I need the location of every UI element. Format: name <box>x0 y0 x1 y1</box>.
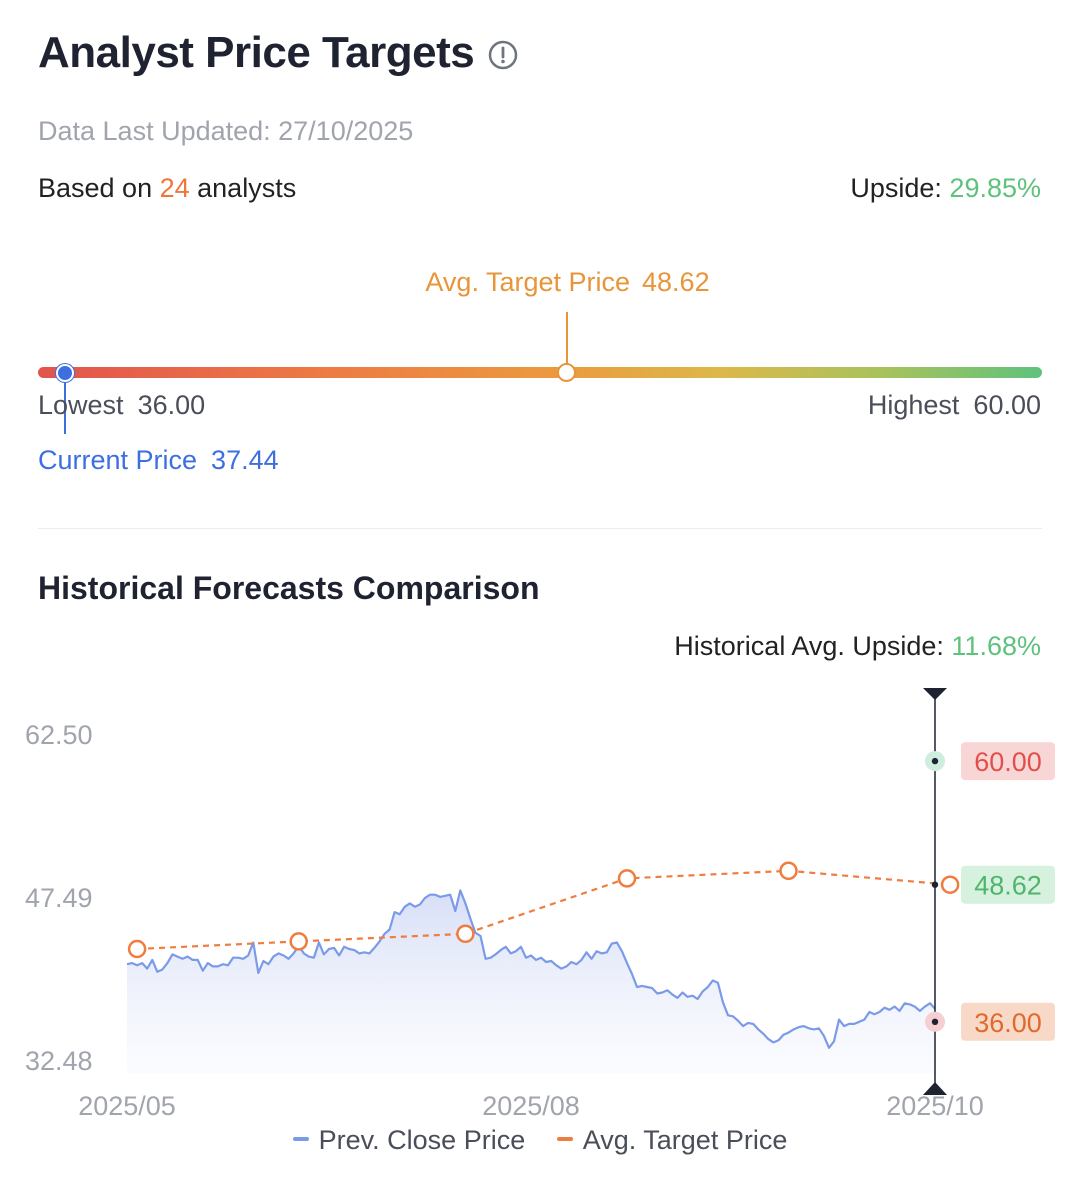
value-tags: 60.00 48.62 36.00 <box>961 742 1055 1041</box>
price-line <box>126 889 936 1049</box>
high-tag: 60.00 <box>974 747 1042 777</box>
avg-target-marker-line <box>566 312 568 370</box>
crosshair[interactable] <box>923 688 947 1095</box>
avg-target-marker <box>557 363 576 382</box>
upside-label: Upside: <box>850 173 950 203</box>
upside-text: Upside: 29.85% <box>850 173 1041 204</box>
avg-target-label: Avg. Target Price 48.62 <box>0 267 1080 298</box>
section-title: Historical Forecasts Comparison <box>38 570 540 606</box>
legend-item-target[interactable]: Avg. Target Price <box>556 1125 788 1156</box>
lowest-target: Lowest 36.00 <box>38 390 205 421</box>
current-price-marker <box>56 364 74 382</box>
lowest-label: Lowest <box>38 390 124 420</box>
target-point <box>940 875 960 894</box>
y-axis: 62.50 47.49 32.48 <box>25 720 93 1076</box>
lowest-value: 36.00 <box>137 390 206 420</box>
avg-target-text: Avg. Target Price <box>425 267 631 297</box>
historical-chart[interactable]: 62.50 47.49 32.48 2025/05 2025/08 2025/10 60… <box>0 670 1080 1125</box>
target-swatch <box>556 1136 573 1141</box>
x-tick-label: 2025/08 <box>482 1091 580 1121</box>
y-tick-label: 62.50 <box>25 720 93 750</box>
price-swatch <box>292 1136 309 1141</box>
avg-tag: 48.62 <box>974 871 1042 901</box>
low-tag-bg <box>961 1002 1055 1041</box>
crosshair-top-arrow <box>923 688 947 700</box>
upside-value: 29.85% <box>949 173 1041 203</box>
current-price: Current Price 37.44 <box>38 445 279 476</box>
analyst-count-text: Based on 24 analysts <box>38 173 296 204</box>
crosshair-bottom-arrow <box>923 1082 947 1095</box>
high-tag-bg <box>961 742 1055 781</box>
price-range-bar <box>38 367 1042 378</box>
crosshair-dot <box>931 1018 939 1025</box>
historical-upside-text: Historical Avg. Upside: 11.68% <box>674 631 1041 662</box>
based-prefix: Based on <box>38 173 160 203</box>
current-price-marker-line <box>64 372 66 434</box>
section-divider <box>38 528 1042 529</box>
target-line <box>137 869 951 951</box>
x-tick-label: 2025/10 <box>886 1091 984 1121</box>
last-updated-text: Data Last Updated: 27/10/2025 <box>38 116 414 146</box>
target-points <box>127 861 960 959</box>
historical-upside-value: 11.68% <box>951 631 1041 661</box>
avg-tag-bg <box>961 865 1055 904</box>
crosshair-dot <box>931 757 939 765</box>
x-tick-label: 2025/05 <box>78 1091 176 1121</box>
historical-upside-label: Historical Avg. Upside: <box>674 631 952 661</box>
x-axis: 2025/05 2025/08 2025/10 <box>78 1091 984 1121</box>
low-tag: 36.00 <box>974 1008 1042 1038</box>
highest-value: 60.00 <box>973 390 1041 420</box>
page-title: Analyst Price Targets <box>38 28 475 77</box>
avg-target-value: 48.62 <box>642 267 710 297</box>
info-icon[interactable] <box>488 40 518 70</box>
based-suffix: analysts <box>189 173 297 203</box>
target-point <box>617 869 637 888</box>
legend-target-label: Avg. Target Price <box>582 1125 788 1155</box>
target-point <box>289 932 308 951</box>
legend-price-label: Prev. Close Price <box>318 1125 526 1155</box>
current-price-label: Current Price <box>38 445 198 475</box>
legend-item-price[interactable]: Prev. Close Price <box>292 1125 526 1156</box>
y-tick-label: 32.48 <box>25 1046 93 1076</box>
analyst-count: 24 <box>159 173 190 203</box>
chart-legend: Prev. Close Price Avg. Target Price <box>0 1125 1080 1156</box>
target-point <box>779 861 798 881</box>
highest-target: Highest 60.00 <box>868 390 1041 421</box>
target-point <box>456 924 475 944</box>
highest-label: Highest <box>867 390 960 420</box>
price-area <box>127 890 935 1074</box>
y-tick-label: 47.49 <box>25 883 93 913</box>
crosshair-dot <box>931 881 939 888</box>
current-price-value: 37.44 <box>211 445 279 475</box>
target-point <box>127 939 147 959</box>
